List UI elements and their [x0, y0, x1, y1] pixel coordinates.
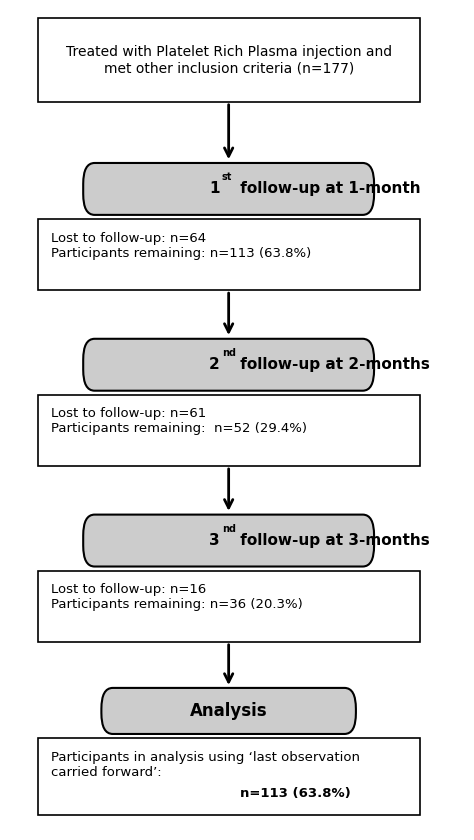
Text: Lost to follow-up: n=61
Participants remaining:  n=52 (29.4%): Lost to follow-up: n=61 Participants rem… [51, 407, 307, 435]
Text: follow-up at 3-months: follow-up at 3-months [236, 533, 430, 548]
Text: nd: nd [222, 348, 236, 358]
Text: Treated with Platelet Rich Plasma injection and
met other inclusion criteria (n=: Treated with Platelet Rich Plasma inject… [65, 45, 392, 75]
FancyBboxPatch shape [83, 515, 374, 566]
Text: 3: 3 [209, 533, 219, 548]
FancyBboxPatch shape [38, 738, 419, 815]
FancyBboxPatch shape [38, 219, 419, 291]
Text: Analysis: Analysis [190, 702, 267, 720]
FancyBboxPatch shape [101, 688, 356, 734]
Text: follow-up at 1-month: follow-up at 1-month [236, 181, 421, 197]
FancyBboxPatch shape [83, 339, 374, 391]
Text: n=113 (63.8%): n=113 (63.8%) [240, 787, 351, 800]
FancyBboxPatch shape [38, 18, 419, 102]
Text: Lost to follow-up: n=64
Participants remaining: n=113 (63.8%): Lost to follow-up: n=64 Participants rem… [51, 232, 311, 260]
Text: Participants in analysis using ‘last observation
carried forward’:: Participants in analysis using ‘last obs… [51, 751, 360, 779]
Text: st: st [222, 172, 232, 182]
Text: Lost to follow-up: n=16
Participants remaining: n=36 (20.3%): Lost to follow-up: n=16 Participants rem… [51, 583, 303, 612]
Text: nd: nd [222, 524, 236, 534]
Text: follow-up at 2-months: follow-up at 2-months [236, 357, 430, 372]
FancyBboxPatch shape [83, 163, 374, 215]
Text: 2: 2 [209, 357, 219, 372]
Text: 1: 1 [209, 181, 219, 197]
FancyBboxPatch shape [38, 395, 419, 466]
FancyBboxPatch shape [38, 570, 419, 642]
